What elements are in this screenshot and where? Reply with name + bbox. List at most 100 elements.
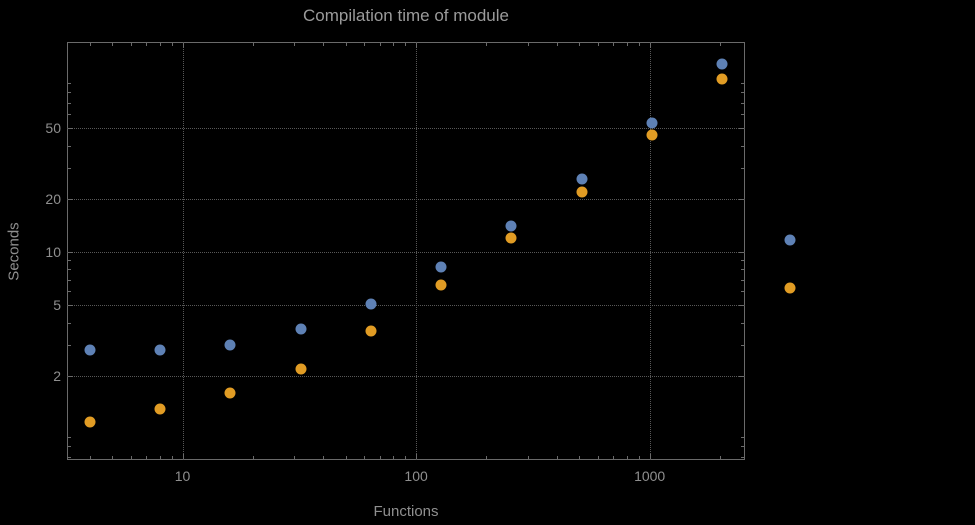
y-major-tick xyxy=(739,128,744,130)
x-gridline xyxy=(182,42,184,460)
y-major-tick xyxy=(68,252,73,254)
y-major-tick xyxy=(68,128,73,130)
y-minor-tick xyxy=(741,446,744,448)
data-point-series-1-blue xyxy=(435,261,447,273)
y-minor-tick xyxy=(68,279,71,281)
x-minor-tick xyxy=(323,456,325,459)
y-minor-tick xyxy=(68,83,71,85)
x-minor-tick xyxy=(597,456,599,459)
x-minor-tick xyxy=(638,43,640,46)
data-point-series-2-orange xyxy=(505,232,517,244)
data-point-series-2-orange xyxy=(646,129,658,141)
x-minor-tick xyxy=(112,456,114,459)
y-major-tick xyxy=(739,252,744,254)
y-minor-tick xyxy=(741,269,744,271)
y-major-tick xyxy=(68,305,73,307)
y-major-tick xyxy=(739,305,744,307)
y-minor-tick xyxy=(68,114,71,116)
y-minor-tick xyxy=(68,446,71,448)
legend-marker-series-1-blue xyxy=(784,234,796,246)
x-minor-tick xyxy=(364,456,366,459)
x-minor-tick xyxy=(112,43,114,46)
y-minor-tick xyxy=(741,437,744,439)
y-minor-tick xyxy=(68,269,71,271)
x-minor-tick xyxy=(486,456,488,459)
y-minor-tick xyxy=(68,456,71,458)
y-minor-tick xyxy=(68,102,71,104)
x-minor-tick xyxy=(364,43,366,46)
x-minor-tick xyxy=(405,456,407,459)
x-minor-tick xyxy=(613,456,615,459)
data-point-series-2-orange xyxy=(435,279,447,291)
x-minor-tick xyxy=(171,43,173,46)
data-point-series-2-orange xyxy=(295,363,307,375)
y-gridline xyxy=(67,128,745,130)
x-major-tick xyxy=(416,454,418,459)
data-point-series-2-orange xyxy=(154,403,166,415)
y-gridline xyxy=(67,252,745,254)
y-minor-tick xyxy=(741,456,744,458)
y-minor-tick xyxy=(741,92,744,94)
x-minor-tick xyxy=(252,456,254,459)
y-minor-tick xyxy=(741,145,744,147)
data-point-series-1-blue xyxy=(365,298,377,310)
x-minor-tick xyxy=(638,456,640,459)
x-minor-tick xyxy=(527,456,529,459)
data-point-series-2-orange xyxy=(576,186,588,198)
y-tick-label: 20 xyxy=(45,190,61,207)
x-major-tick xyxy=(649,454,651,459)
chart-title: Compilation time of module xyxy=(303,6,509,25)
y-minor-tick xyxy=(68,145,71,147)
x-minor-tick xyxy=(627,456,629,459)
legend-marker-series-2-orange xyxy=(784,282,796,294)
x-minor-tick xyxy=(719,43,721,46)
y-major-tick xyxy=(739,198,744,200)
y-minor-tick xyxy=(741,291,744,293)
x-minor-tick xyxy=(159,456,161,459)
x-minor-tick xyxy=(293,43,295,46)
data-point-series-1-blue xyxy=(716,58,728,70)
data-point-series-1-blue xyxy=(505,220,517,232)
x-minor-tick xyxy=(146,43,148,46)
y-minor-tick xyxy=(741,102,744,104)
plot-frame xyxy=(67,42,745,460)
y-tick-label: 10 xyxy=(45,244,61,261)
x-minor-tick xyxy=(130,43,132,46)
x-major-tick xyxy=(649,43,651,48)
y-tick-label: 2 xyxy=(53,367,61,384)
data-point-series-2-orange xyxy=(716,73,728,85)
data-point-series-1-blue xyxy=(646,117,658,129)
y-minor-tick xyxy=(741,83,744,85)
x-minor-tick xyxy=(379,43,381,46)
y-minor-tick xyxy=(68,92,71,94)
x-minor-tick xyxy=(393,43,395,46)
x-axis-label: Functions xyxy=(373,503,439,520)
data-point-series-1-blue xyxy=(295,323,307,335)
x-minor-tick xyxy=(146,456,148,459)
y-gridline xyxy=(67,375,745,377)
x-tick-label: 10 xyxy=(174,468,191,484)
data-point-series-2-orange xyxy=(365,325,377,337)
x-minor-tick xyxy=(405,43,407,46)
x-minor-tick xyxy=(323,43,325,46)
x-major-tick xyxy=(182,454,184,459)
x-tick-label: 1000 xyxy=(634,468,666,484)
y-minor-tick xyxy=(68,322,71,324)
x-minor-tick xyxy=(393,456,395,459)
y-minor-tick xyxy=(68,437,71,439)
x-major-tick xyxy=(416,43,418,48)
x-minor-tick xyxy=(579,43,581,46)
x-minor-tick xyxy=(345,43,347,46)
x-minor-tick xyxy=(130,456,132,459)
x-minor-tick xyxy=(613,43,615,46)
x-minor-tick xyxy=(89,456,91,459)
y-minor-tick xyxy=(741,344,744,346)
data-point-series-2-orange xyxy=(84,416,96,428)
x-minor-tick xyxy=(159,43,161,46)
x-gridline xyxy=(416,42,418,460)
y-minor-tick xyxy=(68,344,71,346)
x-minor-tick xyxy=(579,456,581,459)
x-minor-tick xyxy=(293,456,295,459)
x-minor-tick xyxy=(556,456,558,459)
